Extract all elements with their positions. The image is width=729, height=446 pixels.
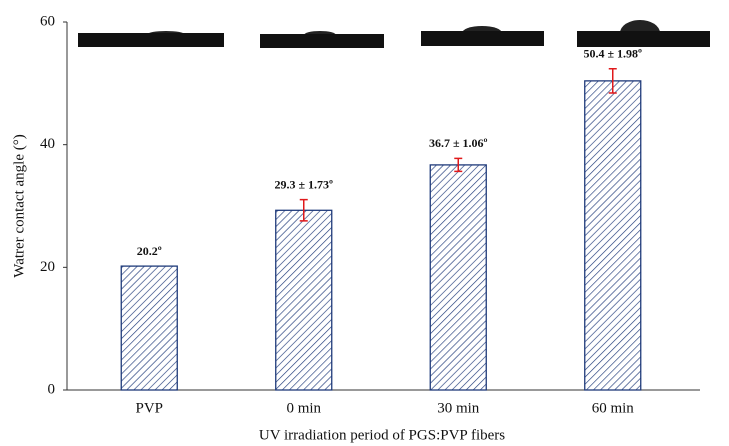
y-axis-title: Watrer contact angle (°) xyxy=(11,134,27,277)
bar xyxy=(121,266,177,390)
bar xyxy=(276,210,332,390)
x-axis-title: UV irradiation period of PGS:PVP fibers xyxy=(259,427,505,443)
chart: UV irradiation period of PGS:PVP fibers … xyxy=(0,0,729,446)
droplet-image xyxy=(421,26,544,46)
bar xyxy=(585,81,641,390)
value-label: 50.4 ± 1.98º xyxy=(583,46,642,60)
value-label: 36.7 ± 1.06º xyxy=(429,136,488,150)
droplet-image xyxy=(577,20,710,47)
y-tick-label: 20 xyxy=(40,259,55,275)
bar xyxy=(430,165,486,390)
x-tick-label: 30 min xyxy=(437,400,480,416)
y-tick-label: 0 xyxy=(48,381,56,397)
droplet-image xyxy=(260,31,384,48)
droplet-images xyxy=(78,20,710,48)
y-tick-label: 40 xyxy=(40,136,55,152)
x-tick-label: 0 min xyxy=(286,400,321,416)
droplet-image xyxy=(78,31,224,47)
value-label: 20.2º xyxy=(137,244,162,258)
x-tick-label: 60 min xyxy=(592,400,635,416)
y-tick-label: 60 xyxy=(40,13,55,29)
value-label: 29.3 ± 1.73º xyxy=(274,177,333,191)
x-tick-label: PVP xyxy=(135,400,163,416)
